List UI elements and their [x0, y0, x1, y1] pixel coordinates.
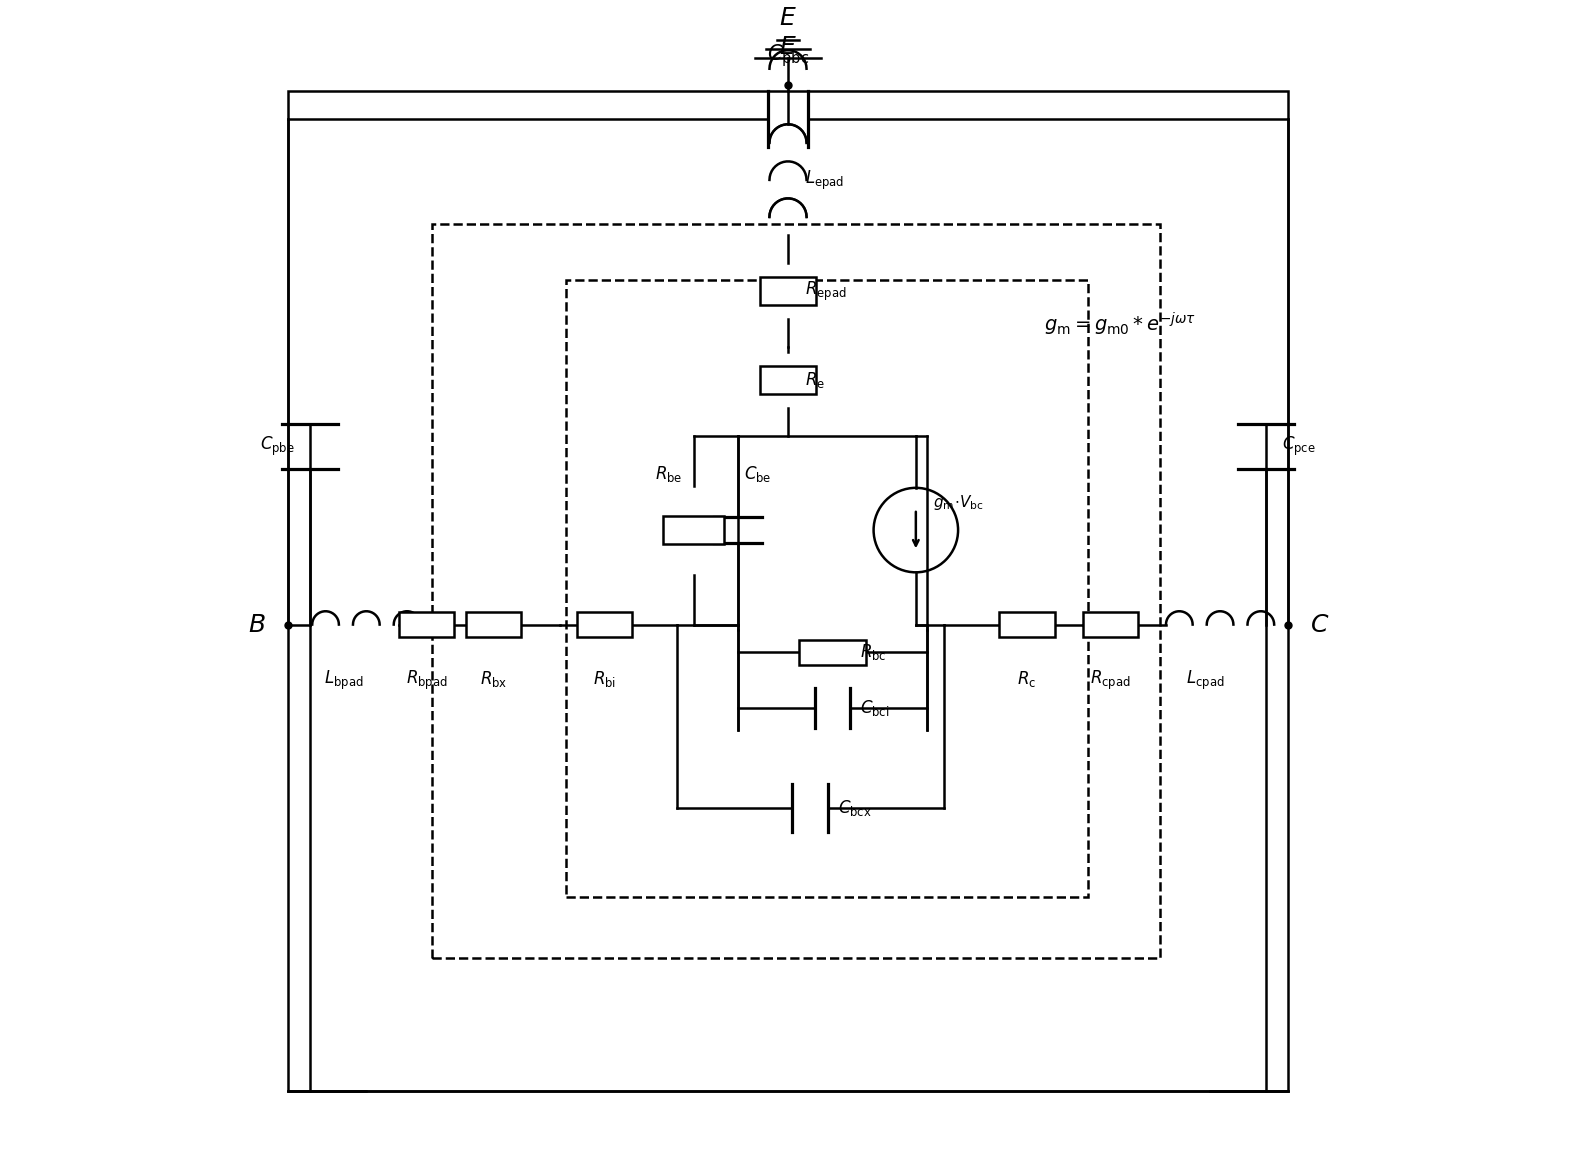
- Text: $R_{\mathrm{be}}$: $R_{\mathrm{be}}$: [656, 465, 682, 485]
- Text: $C$: $C$: [1311, 613, 1330, 637]
- Text: $g_{\mathrm{m}}\!\cdot\! V_{\mathrm{bc}}$: $g_{\mathrm{m}}\!\cdot\! V_{\mathrm{bc}}…: [933, 493, 983, 511]
- Text: $C_{\mathrm{pce}}$: $C_{\mathrm{pce}}$: [1283, 435, 1316, 458]
- Bar: [999, 613, 1054, 637]
- Text: $L_{\mathrm{epad}}$: $L_{\mathrm{epad}}$: [805, 168, 845, 192]
- Bar: [432, 224, 1160, 958]
- Text: $R_{\mathrm{epad}}$: $R_{\mathrm{epad}}$: [805, 279, 846, 302]
- Bar: [663, 516, 723, 544]
- Bar: [399, 613, 454, 637]
- Text: $C_{\mathrm{bci}}$: $C_{\mathrm{bci}}$: [860, 698, 890, 718]
- Text: $B$: $B$: [247, 613, 265, 637]
- Text: $R_{\mathrm{cpad}}$: $R_{\mathrm{cpad}}$: [1091, 669, 1132, 692]
- Text: $L_{\mathrm{bpad}}$: $L_{\mathrm{bpad}}$: [323, 669, 362, 692]
- Text: $R_{\mathrm{bx}}$: $R_{\mathrm{bx}}$: [479, 669, 507, 689]
- Text: $R_{\mathrm{bpad}}$: $R_{\mathrm{bpad}}$: [405, 669, 448, 692]
- Text: $g_{\mathrm{m}}=g_{\mathrm{m0}}*e^{-j\omega\tau}$: $g_{\mathrm{m}}=g_{\mathrm{m0}}*e^{-j\om…: [1043, 310, 1196, 338]
- Bar: [566, 280, 1087, 897]
- Bar: [1083, 613, 1138, 637]
- Text: $C_{\mathrm{bcx}}$: $C_{\mathrm{bcx}}$: [838, 799, 872, 818]
- Bar: [465, 613, 522, 637]
- Text: $E$: $E$: [779, 36, 797, 59]
- Text: $C_{\mathrm{pbe}}$: $C_{\mathrm{pbe}}$: [260, 435, 295, 458]
- Bar: [799, 640, 865, 665]
- Text: $C_{\mathrm{pbc}}$: $C_{\mathrm{pbc}}$: [768, 42, 808, 69]
- Text: $E$: $E$: [779, 6, 797, 30]
- Bar: [577, 613, 632, 637]
- Text: $R_{\mathrm{bi}}$: $R_{\mathrm{bi}}$: [593, 669, 616, 689]
- Bar: [760, 277, 816, 305]
- Text: $R_{\mathrm{c}}$: $R_{\mathrm{c}}$: [1018, 669, 1037, 689]
- Text: $L_{\mathrm{cpad}}$: $L_{\mathrm{cpad}}$: [1185, 669, 1225, 692]
- Bar: [760, 366, 816, 394]
- Text: $C_{\mathrm{be}}$: $C_{\mathrm{be}}$: [744, 465, 771, 485]
- Text: $R_{\mathrm{e}}$: $R_{\mathrm{e}}$: [805, 370, 824, 390]
- Text: $R_{\mathrm{bc}}$: $R_{\mathrm{bc}}$: [860, 643, 887, 662]
